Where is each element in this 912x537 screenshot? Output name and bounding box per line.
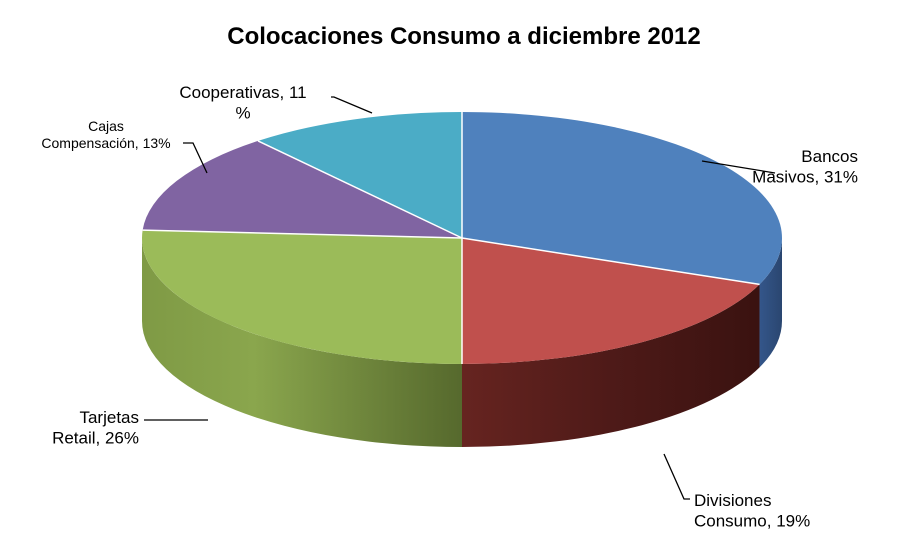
pie-side-divisiones-consumo <box>462 284 760 447</box>
leader-line-cajas-compensacion <box>183 142 208 174</box>
chart-title: Colocaciones Consumo a diciembre 2012 <box>227 23 701 50</box>
pie-side-bancos-masivos <box>759 238 783 368</box>
pie-slice-cajas-compensacion <box>142 140 462 238</box>
data-label-bancos-masivos: Bancos Masivos, 31% <box>752 147 858 186</box>
pie-side-tarjetas-retail <box>142 238 462 447</box>
data-label-cajas-compensacion: Cajas Compensación, 13% <box>41 118 170 151</box>
leader-line-bancos-masivos <box>701 160 776 174</box>
pie-slice-bancos-masivos <box>462 112 782 285</box>
pie-slice-tarjetas-retail <box>142 230 463 364</box>
data-label-tarjetas-retail: Tarjetas Retail, 26% <box>52 408 139 447</box>
pie-slice-cooperativas <box>258 112 462 238</box>
data-label-divisiones-consumo: Divisiones Consumo, 19% <box>694 491 810 530</box>
pie-top-layer <box>142 112 782 364</box>
slice-separator <box>142 229 463 239</box>
pie-side-layer <box>142 238 783 447</box>
leader-line-divisiones-consumo <box>663 453 690 500</box>
data-label-cooperativas: Cooperativas, 11% <box>179 83 306 122</box>
slice-separator <box>461 237 760 286</box>
data-labels: Bancos Masivos, 31% Divisiones Consumo, 19%… <box>41 83 858 530</box>
slice-separator <box>257 140 463 239</box>
pie-slice-divisiones-consumo <box>462 238 760 364</box>
leader-line-cooperativas <box>331 96 373 114</box>
